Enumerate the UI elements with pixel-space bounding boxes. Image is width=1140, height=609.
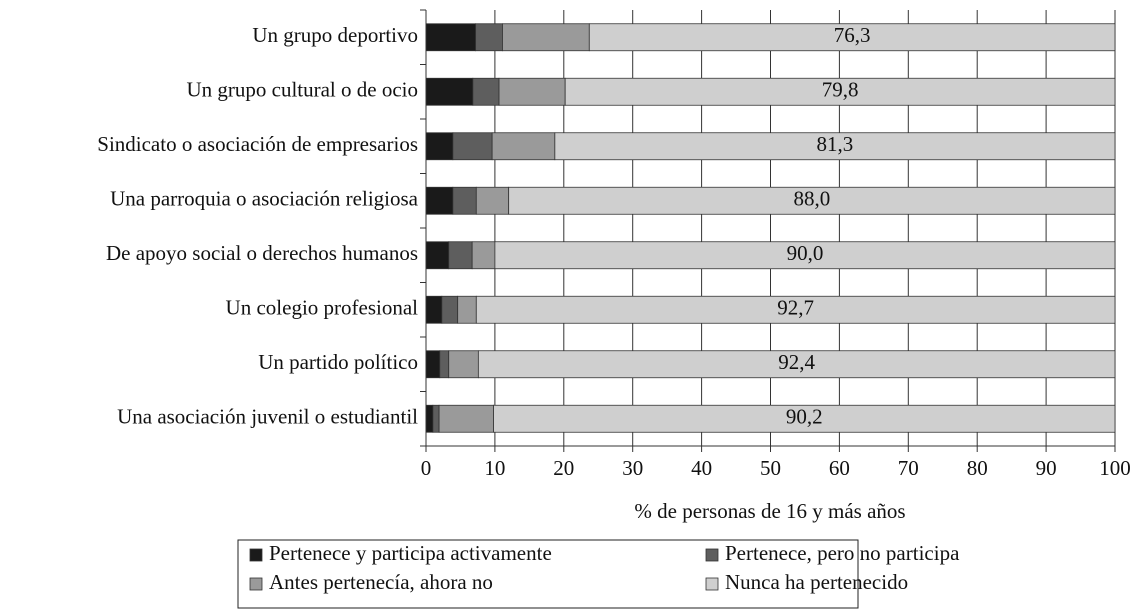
data-label: 92,4	[778, 350, 815, 374]
y-tick-label: Un grupo cultural o de ocio	[186, 78, 418, 102]
x-tick-label: 0	[421, 456, 432, 480]
bar-segment	[471, 241, 496, 270]
bar-segment	[477, 350, 1116, 379]
x-tick-label: 30	[622, 456, 643, 480]
legend-swatch	[249, 577, 263, 591]
bar-segment	[508, 186, 1116, 215]
y-tick-label: Un partido político	[258, 350, 418, 374]
x-tick-label: 10	[484, 456, 505, 480]
bar-segment	[472, 77, 500, 106]
x-axis-label: % de personas de 16 y más años	[634, 499, 905, 523]
bar-segment	[475, 295, 1116, 324]
data-label: 79,8	[822, 78, 859, 102]
bar-segment	[425, 77, 474, 106]
bar-segment	[425, 295, 443, 324]
bar-segment	[491, 132, 556, 161]
x-tick-label: 100	[1099, 456, 1131, 480]
bar-segment	[448, 350, 479, 379]
bar-segment	[457, 295, 477, 324]
legend-swatch	[705, 548, 719, 562]
bar-segment	[475, 23, 503, 52]
y-tick-label: Una asociación juvenil o estudiantil	[117, 405, 418, 429]
bar-segment	[554, 132, 1116, 161]
x-tick-label: 50	[760, 456, 781, 480]
legend-label: Nunca ha pertenecido	[725, 570, 908, 594]
bar-segment	[452, 132, 493, 161]
bar-segment	[441, 295, 459, 324]
x-tick-label: 60	[829, 456, 850, 480]
bar-segment	[425, 186, 454, 215]
x-tick-label: 40	[691, 456, 712, 480]
data-label: 90,2	[786, 405, 823, 429]
bar-segment	[494, 241, 1116, 270]
x-tick-label: 90	[1036, 456, 1057, 480]
legend-swatch	[705, 577, 719, 591]
bar-segment	[425, 132, 454, 161]
x-tick-label: 80	[967, 456, 988, 480]
y-tick-label: Un grupo deportivo	[252, 23, 418, 47]
y-tick-label: Un colegio profesional	[226, 296, 419, 320]
data-label: 88,0	[793, 187, 830, 211]
legend-swatch	[249, 548, 263, 562]
data-label: 92,7	[777, 296, 814, 320]
bar-segment	[432, 404, 440, 433]
y-tick-label: Sindicato o asociación de empresarios	[97, 132, 418, 156]
data-label: 90,0	[787, 241, 824, 265]
bar-segment	[588, 23, 1116, 52]
x-tick-label: 20	[553, 456, 574, 480]
bar-segment	[425, 241, 450, 270]
y-tick-label: Una parroquia o asociación religiosa	[110, 187, 419, 211]
bar-segment	[475, 186, 510, 215]
legend-label: Pertenece y participa activamente	[269, 541, 552, 565]
legend-label: Antes pertenecía, ahora no	[269, 570, 493, 594]
data-label: 76,3	[834, 23, 871, 47]
bar-segment	[498, 77, 566, 106]
bar-segment	[564, 77, 1116, 106]
bar-segment	[448, 241, 473, 270]
y-tick-label: De apoyo social o derechos humanos	[106, 241, 418, 265]
bar-segment	[502, 23, 590, 52]
data-label: 81,3	[817, 132, 854, 156]
legend-label: Pertenece, pero no participa	[725, 541, 960, 565]
bar-segment	[425, 350, 441, 379]
bar-segment	[438, 404, 494, 433]
bar-segment	[493, 404, 1116, 433]
x-tick-label: 70	[898, 456, 919, 480]
bar-segment	[439, 350, 450, 379]
bar-segment	[425, 404, 434, 433]
legend-box	[237, 539, 859, 609]
bar-segment	[425, 23, 477, 52]
bar-segment	[452, 186, 477, 215]
